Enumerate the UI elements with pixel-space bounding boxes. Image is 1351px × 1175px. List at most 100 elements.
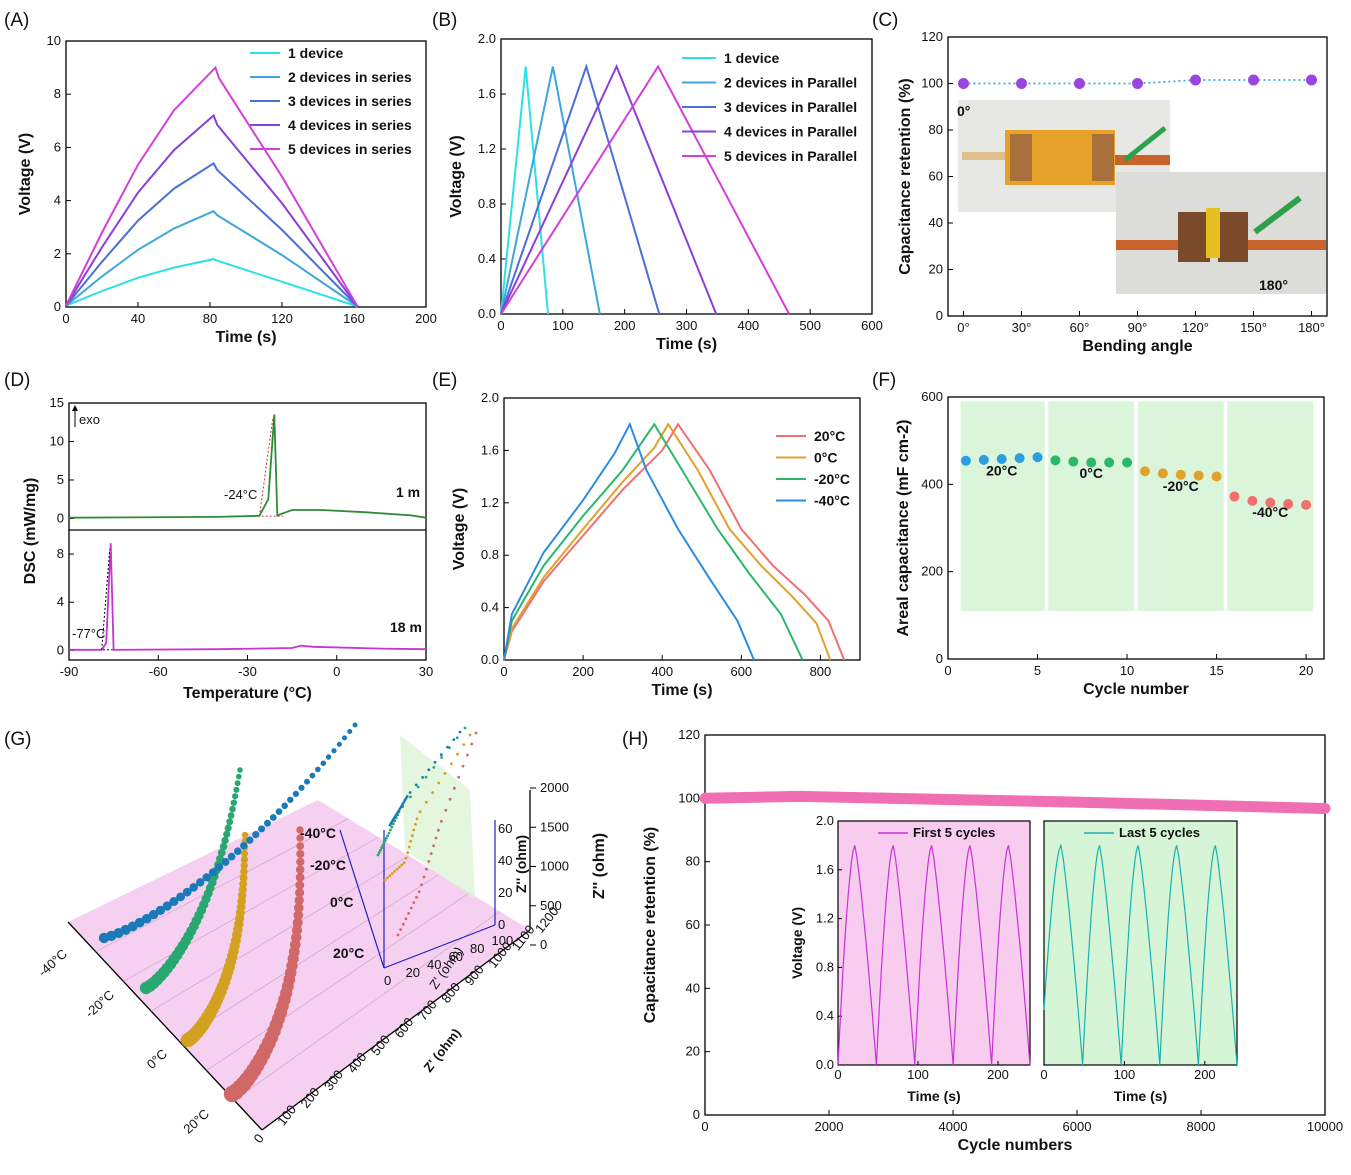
panel-label-d: (D) (4, 370, 30, 391)
series-line (503, 422, 832, 661)
x-axis-label: Time (s) (651, 682, 712, 699)
y-tick-label: 40 (686, 980, 700, 995)
y-tick-label: 10 (50, 433, 64, 448)
series-line (65, 65, 359, 308)
x-tick-label: 30° (1012, 320, 1032, 335)
inset-data-point (424, 800, 428, 804)
data-point (281, 802, 288, 810)
inset-data-point (410, 834, 414, 838)
x-axis-label: Time (s) (215, 329, 276, 346)
data-point (1104, 457, 1115, 468)
data-point (293, 910, 304, 921)
data-point (294, 895, 304, 905)
data-point (233, 786, 240, 793)
inset-data-point (463, 726, 467, 730)
y-tick-label: 2 (54, 246, 61, 261)
inset-data-point (424, 775, 428, 779)
inset-category-label: -20°C (310, 857, 346, 873)
inset-category-label: -40°C (300, 825, 336, 841)
data-point (240, 862, 248, 870)
inset-data-point (380, 846, 383, 850)
onset-dash (258, 418, 274, 517)
inset-data-point (383, 878, 387, 882)
x-axis-label: Z' (ohm) (421, 1026, 464, 1075)
inset-data-point (461, 764, 465, 768)
x-tick-label: 200 (415, 311, 437, 326)
x-axis-label: Bending angle (1082, 338, 1192, 355)
inset-data-point (414, 783, 418, 787)
series-line (500, 63, 718, 315)
x-tick-label: 40 (131, 311, 145, 326)
series-line (65, 161, 359, 308)
x-tick-label: 8000 (1187, 1119, 1216, 1134)
inset-data-point (412, 901, 416, 904)
data-point (296, 849, 305, 858)
data-point (182, 887, 192, 897)
legend-entry: 2 devices in series (288, 69, 412, 85)
data-point (1015, 78, 1027, 89)
inset-data-point (455, 736, 459, 740)
inset-x-tick-label: 0 (384, 973, 391, 988)
data-point (231, 793, 239, 800)
y-tick-label: 0 (936, 651, 943, 666)
data-point (235, 773, 242, 780)
panel-g: 0100200300400500600700800900100011001200… (35, 722, 608, 1146)
y-axis-label: DSC (mW/mg) (22, 478, 39, 585)
data-point (1265, 497, 1276, 508)
x-tick-label: 100 (907, 1067, 929, 1082)
inset-data-point (389, 828, 392, 832)
y-tick-label: 0.0 (481, 652, 499, 667)
data-point (223, 830, 231, 838)
panel-a: 0 40 80 120 160 200 0 2 4 6 8 10 Time (s) Voltage (V)… (17, 33, 437, 346)
x-tick-label: 0 (834, 1067, 841, 1082)
x-tick-label: 2000 (815, 1119, 844, 1134)
data-point (237, 767, 243, 773)
x-tick-label: 10000 (1307, 1119, 1343, 1134)
inset-data-point (409, 839, 413, 843)
curve-label: 1 m (396, 484, 420, 500)
x-tick-label: 4000 (939, 1119, 968, 1134)
exo-arrow-head (72, 405, 78, 411)
y-tick-label: 40 (929, 215, 943, 230)
inset-x-label: Time (s) (1114, 1088, 1167, 1104)
x-tick-label: 20 (1299, 663, 1313, 678)
data-point (296, 826, 304, 834)
inset-data-point (421, 776, 424, 779)
category-label: -40°C (35, 946, 70, 979)
inset-data-point (429, 852, 433, 855)
data-point (1211, 471, 1222, 482)
photo-label: 180° (1259, 277, 1288, 293)
data-point (258, 825, 266, 833)
y-tick-label: 0 (54, 299, 61, 314)
x-tick-label: -90 (60, 664, 79, 679)
x-tick-label: 200 (614, 318, 636, 333)
y-tick-label: 0 (693, 1107, 700, 1122)
photo-electrode (962, 152, 1005, 160)
grid-line (178, 874, 440, 1042)
inset-data-point (437, 828, 440, 832)
inset-data-point (457, 775, 461, 779)
panel-label-e: (E) (432, 370, 457, 391)
inset-data-point (437, 781, 441, 785)
x-axis-label: Temperature (°C) (183, 685, 312, 702)
data-point (1306, 74, 1318, 86)
inset-data-point (417, 890, 421, 894)
inset-data-point (434, 836, 438, 840)
data-point (240, 841, 248, 850)
y-tick-label: 20 (929, 262, 943, 277)
y-tick-label: 120 (921, 29, 943, 44)
inset-data-point (427, 768, 431, 772)
inset-category-label: 20°C (333, 945, 364, 961)
inset-data-point (398, 865, 401, 869)
data-point (960, 455, 971, 466)
legend-entry: 5 devices in series (288, 141, 412, 157)
x-axis-label: Time (s) (656, 336, 717, 353)
inset-data-point (440, 756, 443, 759)
data-point (295, 888, 305, 898)
inset-x-tick-label: 40 (427, 957, 441, 972)
data-point (320, 760, 327, 766)
y-tick-label: 6 (54, 139, 61, 154)
inset-data-point (399, 928, 402, 931)
segment-label: 20°C (986, 463, 1017, 479)
annotation: -77°C (72, 626, 105, 641)
